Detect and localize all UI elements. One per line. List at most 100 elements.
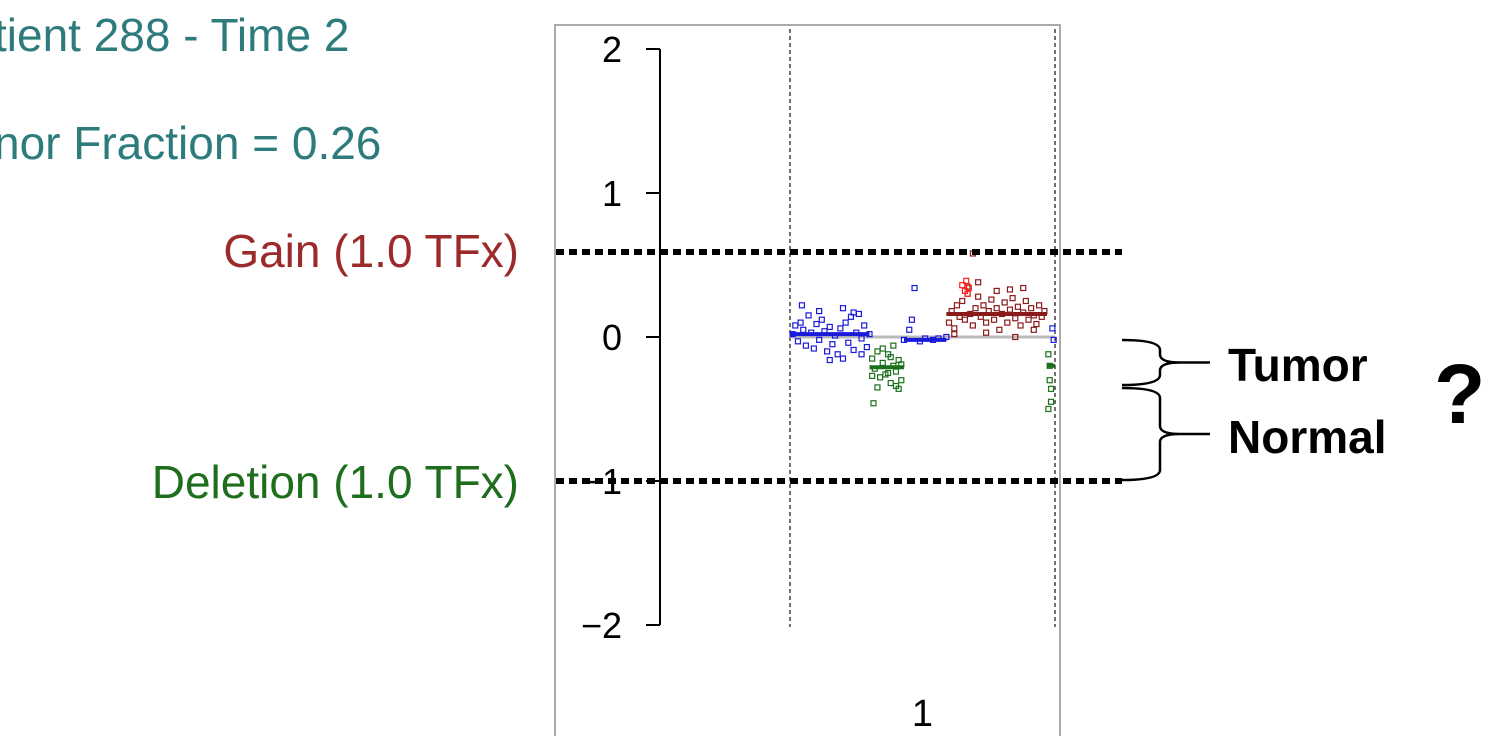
data-point xyxy=(887,379,894,387)
data-point xyxy=(874,384,881,391)
data-point xyxy=(969,322,976,329)
data-point xyxy=(805,312,812,319)
chart-title-line-2: nor Fraction = 0.26 xyxy=(0,117,382,169)
data-point xyxy=(895,385,902,392)
y-tick-label: 1 xyxy=(602,173,622,214)
data-point xyxy=(858,351,865,358)
data-point xyxy=(845,339,852,346)
data-point xyxy=(988,296,995,303)
data-point xyxy=(1012,315,1019,322)
data-point xyxy=(834,351,841,358)
y-tick-label: 2 xyxy=(602,29,622,70)
data-point xyxy=(1049,325,1056,332)
data-point xyxy=(964,290,971,297)
tumor-brace xyxy=(1121,338,1181,387)
data-point xyxy=(963,277,970,284)
data-point xyxy=(850,346,857,354)
data-point xyxy=(975,293,982,300)
data-point xyxy=(961,316,969,323)
data-point xyxy=(1025,316,1032,323)
data-point xyxy=(1047,385,1055,392)
data-point xyxy=(990,316,998,323)
data-point xyxy=(792,322,799,329)
data-point xyxy=(829,341,836,348)
data-point xyxy=(800,326,807,333)
data-point xyxy=(1012,333,1019,341)
data-point xyxy=(816,336,823,343)
data-point xyxy=(837,325,844,332)
data-point xyxy=(959,282,966,289)
data-point xyxy=(1006,306,1014,313)
data-point xyxy=(861,322,868,329)
data-point xyxy=(951,331,958,338)
gain-reference-label: Gain (1.0 TFx) xyxy=(223,225,519,277)
data-point xyxy=(959,297,966,305)
tumor-annotation: Tumor xyxy=(1228,339,1368,391)
data-point xyxy=(1050,336,1057,343)
plot-frame xyxy=(554,24,1061,736)
data-point xyxy=(842,319,849,326)
data-point xyxy=(1020,284,1027,292)
data-point xyxy=(1046,377,1053,384)
data-point xyxy=(965,284,972,292)
data-point xyxy=(1045,351,1052,358)
data-point xyxy=(996,326,1003,333)
data-point xyxy=(869,355,876,362)
data-point xyxy=(810,345,817,352)
data-point xyxy=(884,369,892,377)
data-point xyxy=(855,310,863,318)
normal-brace xyxy=(1121,386,1181,482)
y-tick-label: −2 xyxy=(581,605,622,646)
data-point xyxy=(869,372,876,379)
data-point xyxy=(887,354,894,361)
data-point xyxy=(826,323,833,331)
data-point xyxy=(890,342,897,349)
data-point xyxy=(823,348,831,355)
data-point xyxy=(911,284,918,292)
data-point xyxy=(1047,398,1055,405)
data-point xyxy=(1045,405,1052,413)
x-tick-label: 1 xyxy=(912,693,933,735)
data-point xyxy=(980,302,987,309)
data-point xyxy=(1004,319,1011,326)
data-point xyxy=(839,305,847,312)
data-point xyxy=(982,329,990,336)
y-tick-label: 0 xyxy=(602,317,622,358)
data-point xyxy=(1006,286,1014,293)
data-point xyxy=(1033,320,1040,328)
data-point xyxy=(1014,303,1022,310)
data-point xyxy=(839,355,847,362)
chart-title-line-1: tient 288 - Time 2 xyxy=(0,9,350,61)
data-point xyxy=(906,326,913,333)
data-point xyxy=(898,377,905,384)
data-point xyxy=(945,319,953,326)
data-point xyxy=(993,305,1000,312)
data-point xyxy=(797,319,804,326)
data-point xyxy=(813,320,820,328)
data-point xyxy=(1009,295,1016,302)
data-point xyxy=(972,305,979,312)
data-point xyxy=(975,279,982,286)
data-point xyxy=(870,400,877,407)
data-point xyxy=(798,302,806,309)
data-point xyxy=(982,319,990,326)
data-point xyxy=(802,342,810,349)
data-point xyxy=(826,356,833,364)
data-point xyxy=(951,325,958,332)
normal-annotation: Normal xyxy=(1228,411,1387,463)
data-point xyxy=(794,338,802,345)
data-point xyxy=(879,345,886,352)
data-point xyxy=(1001,299,1008,306)
data-point xyxy=(1028,305,1035,312)
data-point xyxy=(1035,302,1043,309)
data-point xyxy=(863,343,870,351)
data-point xyxy=(908,316,916,323)
data-point xyxy=(993,287,1000,295)
data-point xyxy=(850,309,857,316)
data-point xyxy=(816,307,823,315)
data-point xyxy=(876,374,884,381)
data-point xyxy=(1017,322,1024,329)
data-point xyxy=(874,348,881,355)
